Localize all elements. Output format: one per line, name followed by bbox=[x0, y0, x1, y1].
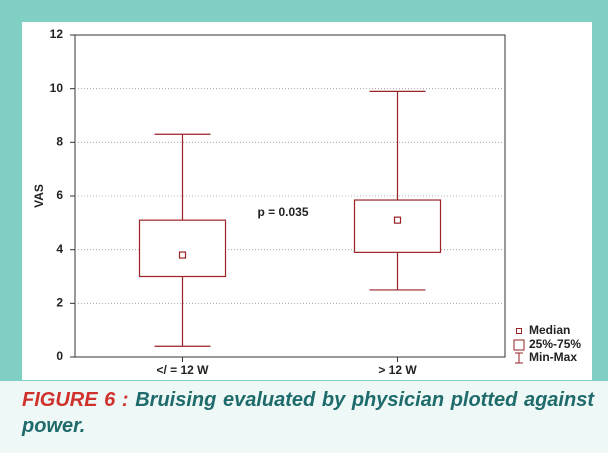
box bbox=[138, 219, 227, 278]
legend-label: Min-Max bbox=[529, 350, 577, 364]
caption: FIGURE 6 : Bruising evaluated by physici… bbox=[0, 381, 608, 453]
x-tick-label: </ = 12 W bbox=[156, 363, 209, 377]
x-tick-label: > 12 W bbox=[378, 363, 417, 377]
legend-label: Median bbox=[529, 323, 570, 337]
plot-frame bbox=[74, 34, 506, 358]
y-tick-label: 4 bbox=[56, 242, 63, 256]
y-axis-label: VAS bbox=[32, 184, 46, 208]
y-tick-label: 10 bbox=[50, 81, 64, 95]
y-tick-label: 2 bbox=[56, 296, 63, 310]
legend-median-icon bbox=[516, 328, 522, 334]
y-tick-label: 8 bbox=[56, 135, 63, 149]
y-tick-label: 6 bbox=[56, 188, 63, 202]
caption-body: Bruising evaluated by physician plotted … bbox=[22, 389, 594, 437]
caption-label: FIGURE 6 : bbox=[22, 389, 129, 411]
box bbox=[353, 199, 442, 253]
legend-box-icon bbox=[513, 339, 525, 351]
median bbox=[178, 251, 187, 259]
annotation: p = 0.035 bbox=[257, 205, 308, 219]
legend-label: 25%-75% bbox=[529, 337, 581, 351]
chart: VAS 0 2 4 6 8 10 12 </ = 12 W > 12 W p = 0.035 Med… bbox=[32, 27, 581, 377]
figure-panel bbox=[22, 22, 592, 380]
caption-text: FIGURE 6 : Bruising evaluated by physici… bbox=[22, 387, 594, 439]
median bbox=[393, 216, 402, 224]
y-tick-label: 12 bbox=[50, 27, 64, 41]
y-tick-label: 0 bbox=[56, 349, 63, 363]
